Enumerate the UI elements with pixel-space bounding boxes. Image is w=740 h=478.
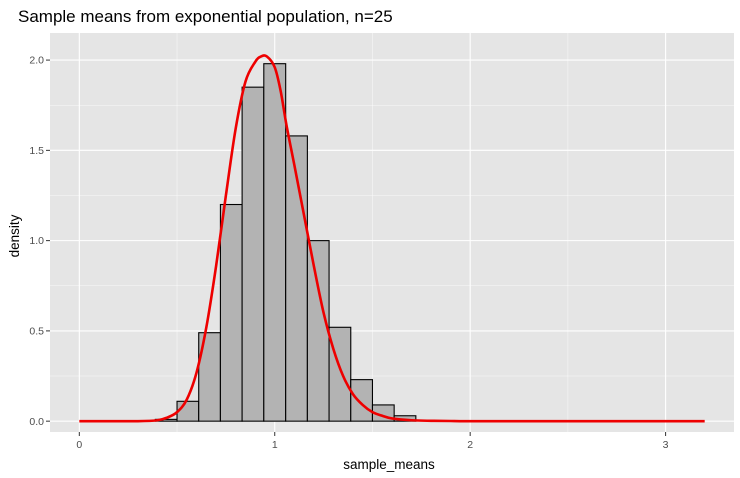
histogram-bar-5 bbox=[241, 86, 265, 422]
y-axis-ticks: 0.0 0.5 1.0 1.5 2.0 bbox=[29, 55, 50, 428]
y-tick-label: 0.0 bbox=[29, 416, 44, 428]
x-tick-label: 2 bbox=[467, 439, 473, 451]
x-axis-title: sample_means bbox=[343, 457, 435, 472]
y-tick-label: 1.0 bbox=[29, 235, 44, 247]
density-curve bbox=[79, 54, 705, 423]
chart-title: Sample means from exponential population… bbox=[18, 7, 393, 26]
plot-panel bbox=[50, 33, 734, 432]
histogram-bar-2 bbox=[176, 400, 200, 422]
histogram-bar-8 bbox=[306, 240, 330, 422]
x-axis-ticks: 0 1 2 3 bbox=[76, 432, 669, 451]
y-tick-label: 2.0 bbox=[29, 55, 44, 67]
x-tick-label: 0 bbox=[76, 439, 82, 451]
histogram-bar-10 bbox=[350, 379, 374, 422]
y-axis-title: density bbox=[7, 214, 22, 257]
x-tick-label: 3 bbox=[663, 439, 669, 451]
y-tick-label: 1.5 bbox=[29, 145, 44, 157]
histogram-bar-6 bbox=[263, 63, 287, 422]
grid-minor bbox=[50, 33, 734, 432]
y-tick-label: 0.5 bbox=[29, 325, 44, 337]
x-tick-label: 1 bbox=[272, 439, 278, 451]
histogram-bar-4 bbox=[219, 203, 243, 422]
